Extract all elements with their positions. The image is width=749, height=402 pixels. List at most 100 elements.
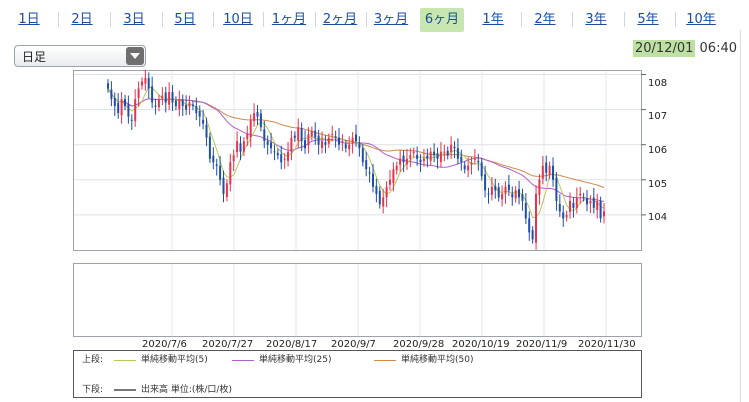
candle-body — [572, 203, 575, 208]
candle-body — [141, 81, 143, 86]
tab-1y[interactable]: 1年 — [482, 12, 504, 27]
candle-body — [287, 151, 289, 161]
candle-body — [327, 137, 330, 144]
candle-body — [416, 154, 419, 159]
candle-body — [331, 134, 334, 136]
tab-1d[interactable]: 1日 — [18, 12, 40, 27]
candle-body — [168, 92, 171, 105]
tab-1m[interactable]: 1ヶ月 — [271, 12, 307, 27]
candle-body — [541, 165, 544, 179]
chevron-down-icon[interactable] — [126, 47, 144, 65]
tab-2m[interactable]: 2ヶ月 — [322, 12, 358, 27]
candle-body — [409, 155, 412, 159]
x-tick-label: 2020/7/27 — [202, 339, 254, 350]
tab-2y[interactable]: 2年 — [534, 12, 556, 27]
tab-separator — [624, 12, 625, 27]
candle-body — [456, 148, 459, 159]
candle-body — [137, 88, 140, 98]
tab-3y[interactable]: 3年 — [585, 12, 607, 27]
candle-body — [582, 197, 585, 198]
candle-body — [603, 211, 605, 217]
y-tick-label: 105 — [648, 179, 668, 190]
candle-body — [246, 134, 249, 140]
candle-body — [565, 214, 568, 218]
candle-body — [504, 186, 507, 194]
x-tick-label: 2020/9/28 — [393, 339, 445, 350]
candle-body — [575, 197, 578, 208]
chart-interval-select[interactable]: 日足 — [14, 45, 146, 67]
legend-item-sma25: 単純移動平均(25) — [232, 354, 362, 366]
candle-body — [473, 158, 476, 160]
candle-body — [208, 136, 211, 159]
candle-body — [157, 99, 160, 108]
candle-body — [596, 200, 599, 210]
candle-body — [205, 124, 208, 138]
tab-3m[interactable]: 3ヶ月 — [373, 12, 409, 27]
candle-body — [487, 193, 490, 195]
candle-body — [555, 177, 558, 201]
tab-3d[interactable]: 3日 — [123, 12, 145, 27]
candle-body — [453, 146, 456, 149]
tab-separator — [366, 12, 367, 27]
candle-body — [147, 78, 150, 89]
candle-body — [552, 165, 554, 180]
candle-body — [361, 148, 364, 163]
candle-body — [382, 197, 385, 207]
candle-body — [446, 150, 449, 156]
candle-body — [358, 143, 361, 149]
legend-lower-row: 下段: 出来高 単位:(株/口/枚) — [82, 384, 637, 396]
candle-body — [191, 104, 194, 107]
candle-body — [538, 179, 541, 195]
candle-body — [310, 130, 313, 137]
candle-body — [124, 99, 126, 107]
candle-body — [484, 174, 487, 191]
candle-body — [392, 169, 395, 183]
tab-5d[interactable]: 5日 — [174, 12, 196, 27]
legend-line-volume — [114, 389, 136, 391]
candle-body — [592, 197, 595, 208]
candle-body — [531, 230, 534, 240]
candle-body — [443, 151, 446, 153]
candle-body — [562, 212, 565, 219]
tab-10y[interactable]: 10年 — [686, 12, 716, 27]
candle-body — [239, 143, 242, 152]
tab-6m[interactable]: 6ヶ月 — [420, 8, 464, 32]
candle-body — [344, 144, 347, 149]
candle-body — [317, 135, 320, 145]
candle-body — [402, 155, 405, 163]
x-tick-label: 2020/11/30 — [578, 339, 636, 350]
candle-body — [389, 179, 391, 185]
candle-body — [236, 141, 239, 153]
legend-item-sma5: 単純移動平均(5) — [114, 354, 234, 366]
tab-separator — [162, 12, 163, 27]
candle-body — [134, 99, 137, 122]
candle-body — [222, 177, 225, 194]
candle-body — [341, 141, 344, 143]
legend-line-sma50 — [374, 360, 396, 361]
candle-body — [198, 111, 201, 117]
tab-2d[interactable]: 2日 — [71, 12, 93, 27]
chart-interval-value: 日足 — [22, 50, 47, 64]
x-tick-label: 2020/10/19 — [452, 339, 510, 350]
candle-body — [321, 141, 323, 148]
tab-separator — [521, 12, 522, 27]
candle-body — [497, 187, 500, 198]
candle-body — [412, 151, 415, 154]
candle-body — [511, 193, 514, 198]
legend-lower-label: 下段: — [82, 385, 104, 395]
candle-body — [304, 140, 306, 149]
tab-10d[interactable]: 10日 — [223, 12, 253, 27]
candle-body — [439, 151, 442, 162]
candle-body — [378, 190, 381, 205]
candle-body — [365, 160, 368, 170]
candle-body — [266, 141, 269, 145]
candle-body — [375, 185, 378, 194]
tab-5y[interactable]: 5年 — [637, 12, 659, 27]
candle-body — [232, 155, 235, 162]
tab-separator — [263, 12, 264, 27]
candle-body — [164, 92, 167, 103]
timestamp-time: 06:40 — [699, 41, 737, 56]
timestamp-date: 20/12/01 — [633, 40, 696, 57]
candle-body — [514, 190, 517, 199]
